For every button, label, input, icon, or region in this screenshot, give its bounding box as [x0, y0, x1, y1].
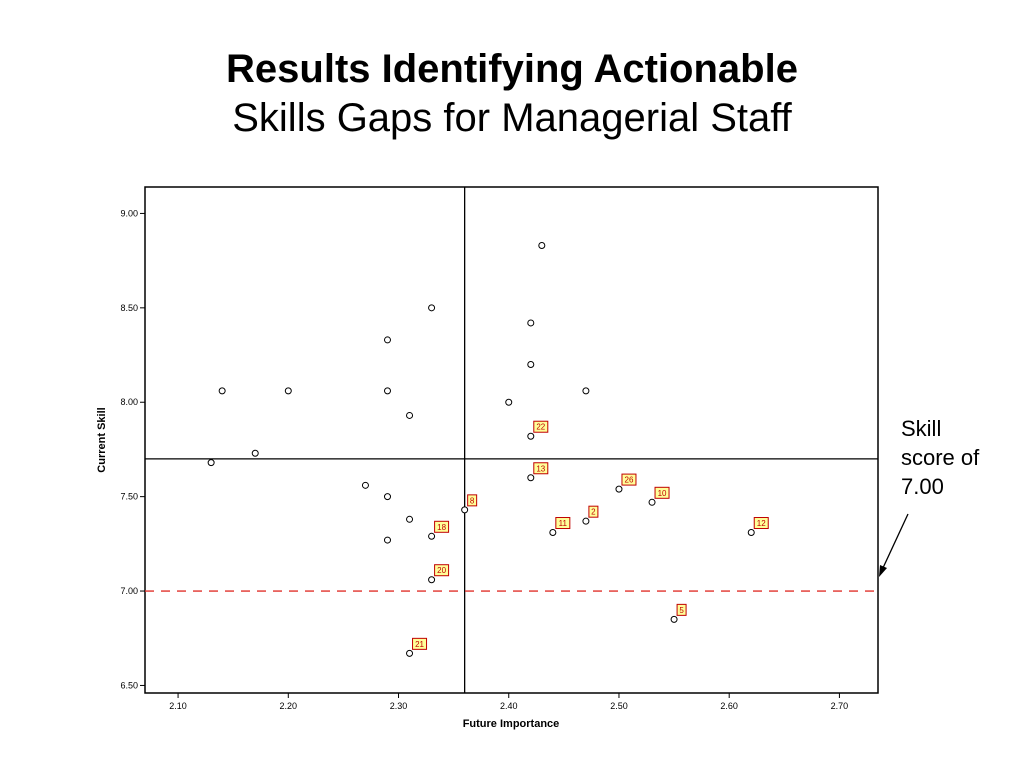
- point-label: 11: [559, 519, 568, 528]
- data-point: [428, 304, 436, 312]
- x-tick-label: 2.70: [831, 701, 849, 711]
- x-tick-label: 2.10: [169, 701, 187, 711]
- point-label: 8: [470, 496, 475, 505]
- data-point: [383, 336, 391, 344]
- data-point: [383, 387, 391, 395]
- annotation-arrow-head: [879, 565, 887, 577]
- point-label: 2: [591, 508, 596, 517]
- y-tick-label: 6.50: [120, 680, 138, 690]
- point-label-box: [676, 603, 687, 616]
- point-label: 20: [437, 566, 446, 575]
- data-point: [527, 319, 535, 327]
- y-tick-label: 8.50: [120, 303, 138, 313]
- point-label-box: [555, 517, 571, 530]
- data-point: [527, 474, 535, 482]
- data-point: [648, 498, 656, 506]
- point-label: 22: [536, 423, 545, 432]
- x-axis-label: Future Importance: [463, 718, 560, 730]
- point-label-box: [621, 473, 637, 486]
- y-tick-label: 9.00: [120, 208, 138, 218]
- annotation-arrow-line: [881, 513, 909, 571]
- y-axis-label: Current Skill: [96, 407, 108, 472]
- point-label-box: [434, 520, 450, 533]
- point-label-box: [434, 564, 450, 577]
- data-point: [527, 360, 535, 368]
- data-point: [505, 398, 513, 406]
- annotation-line-3: 7.00: [901, 474, 944, 499]
- data-point: [383, 536, 391, 544]
- data-point: [383, 493, 391, 501]
- data-point: [218, 387, 226, 395]
- title-line-1: Results Identifying Actionable: [226, 47, 798, 91]
- x-tick-label: 2.40: [500, 701, 518, 711]
- data-point: [615, 485, 623, 493]
- data-point: [582, 517, 590, 525]
- x-tick-label: 2.60: [720, 701, 738, 711]
- point-label: 12: [757, 519, 766, 528]
- data-point: [670, 615, 678, 623]
- point-label-box: [412, 637, 428, 650]
- data-point: [251, 449, 259, 457]
- point-label: 21: [415, 640, 424, 649]
- skill-score-annotation: Skill score of 7.00: [901, 414, 1011, 501]
- plot-frame: [144, 186, 879, 694]
- data-point: [428, 576, 436, 584]
- data-point: [406, 411, 414, 419]
- y-tick-label: 7.50: [120, 492, 138, 502]
- point-label: 10: [658, 489, 667, 498]
- annotation-line-1: Skill: [901, 416, 942, 441]
- x-axis: 2.10 2.20 2.30 2.40 2.50 2.60 2.70: [169, 693, 848, 711]
- point-label-box: [467, 494, 478, 507]
- x-tick-label: 2.20: [280, 701, 298, 711]
- data-point: [284, 387, 292, 395]
- point-label-box: [753, 517, 769, 530]
- title-line-2: Skills Gaps for Managerial Staff: [232, 96, 792, 140]
- data-point: [406, 515, 414, 523]
- point-label-box: [588, 505, 599, 518]
- data-point: [747, 529, 755, 537]
- point-label-box: [533, 462, 549, 475]
- data-point: [538, 242, 546, 250]
- point-label: 26: [625, 476, 634, 485]
- point-label-box: [533, 420, 549, 433]
- data-point: [549, 529, 557, 537]
- y-axis: 6.50 7.00 7.50 8.00 8.50 9.00: [120, 208, 145, 690]
- data-point: [361, 481, 369, 489]
- annotation-line-2: score of: [901, 445, 980, 470]
- x-tick-label: 2.30: [390, 701, 408, 711]
- data-point: [428, 532, 436, 540]
- data-point: [582, 387, 590, 395]
- data-points: 22 13 26 10 8 2 11 12 18 20 5 21: [207, 242, 769, 657]
- data-point: [527, 432, 535, 440]
- y-tick-label: 7.00: [120, 586, 138, 596]
- y-tick-label: 8.00: [120, 397, 138, 407]
- slide-title: Results Identifying Actionable Skills Ga…: [0, 44, 1024, 142]
- point-label: 18: [437, 523, 446, 532]
- x-tick-label: 2.50: [610, 701, 628, 711]
- data-point: [406, 649, 414, 657]
- point-label-box: [654, 486, 670, 499]
- data-point: [207, 459, 215, 467]
- point-label: 13: [536, 464, 545, 473]
- data-point: [461, 506, 469, 514]
- point-label: 5: [679, 606, 684, 615]
